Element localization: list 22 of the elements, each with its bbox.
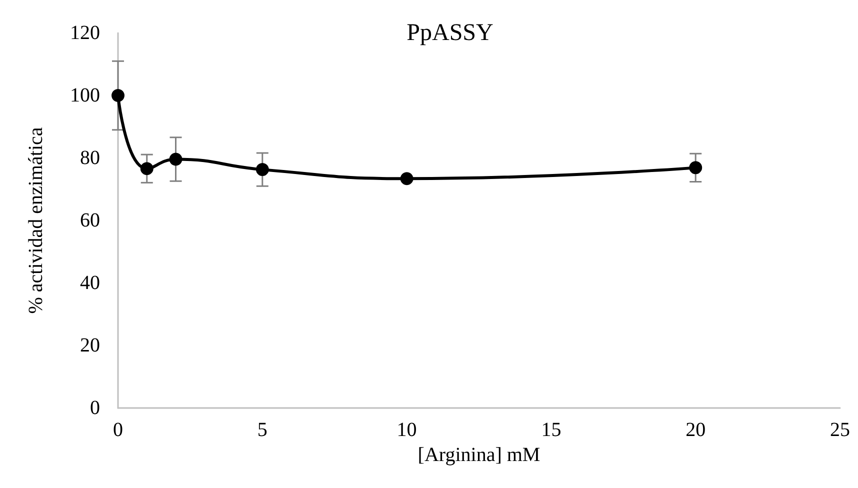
y-tick-label: 60: [80, 210, 100, 232]
chart-title: PpASSY: [406, 20, 494, 46]
y-tick-label: 0: [90, 397, 100, 419]
point: [140, 162, 154, 176]
y-tick-label: 20: [80, 334, 100, 356]
point: [400, 172, 414, 186]
point: [112, 89, 124, 102]
y-axis-title: % actividad enzimática: [25, 127, 47, 314]
x-tick-label: 15: [541, 419, 562, 441]
x-tick-label: 5: [257, 419, 268, 441]
x-tick-label: 20: [686, 419, 706, 441]
y-tick-label: 120: [70, 22, 100, 44]
point: [169, 152, 182, 166]
y-tick-label: 100: [70, 84, 100, 106]
x-tick-label: 25: [830, 419, 850, 441]
y-tick-label: 40: [80, 272, 100, 294]
y-tick-label: 80: [80, 147, 100, 169]
x-tick-label: 0: [113, 419, 123, 441]
x-axis-title: [Arginina] mM: [418, 444, 540, 466]
point: [256, 163, 269, 176]
point: [689, 161, 702, 174]
x-tick-label: 10: [396, 419, 417, 441]
